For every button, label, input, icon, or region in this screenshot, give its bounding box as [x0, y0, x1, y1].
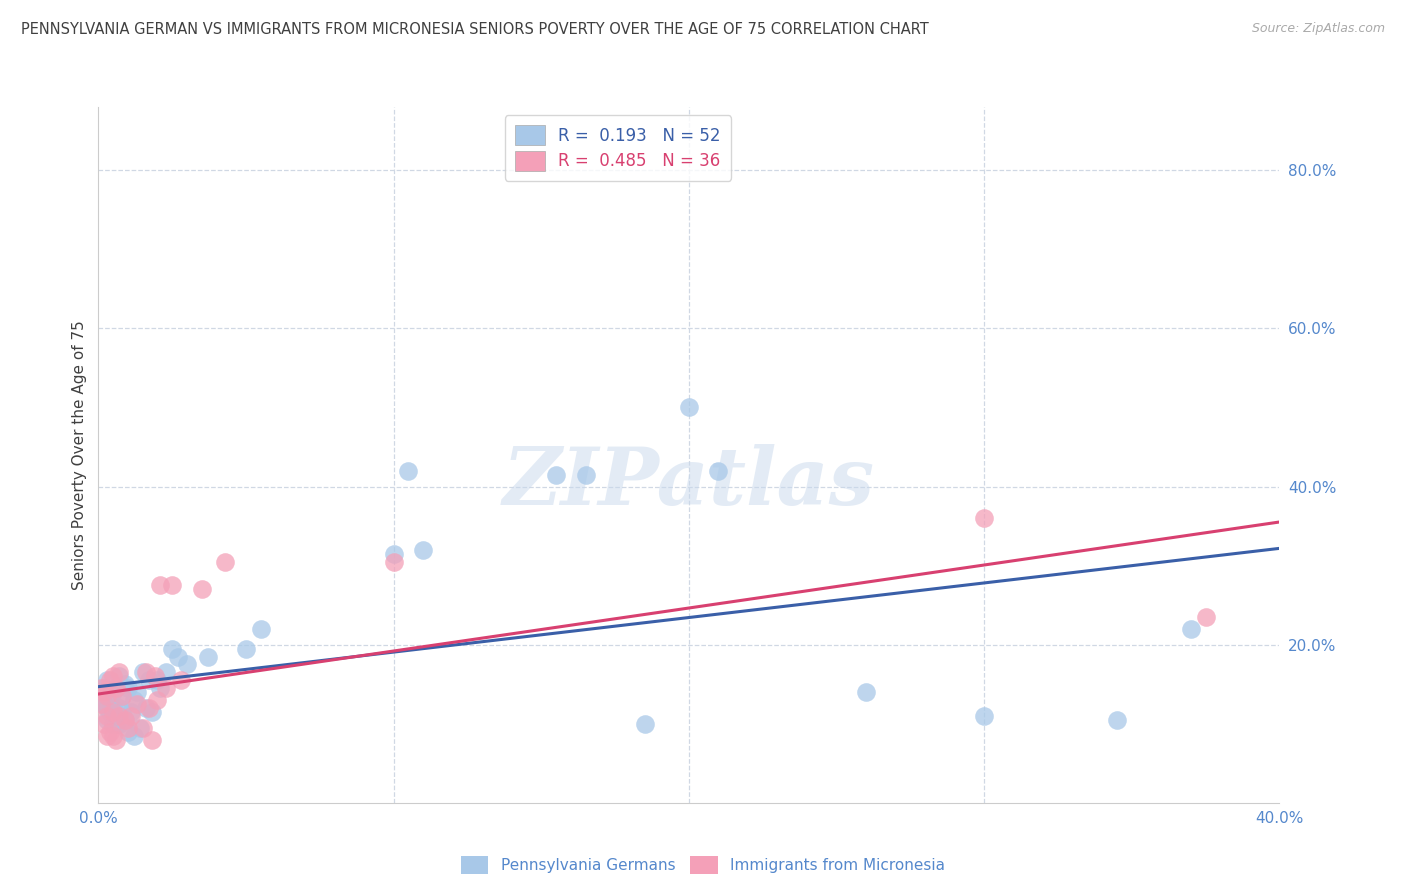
Point: [103, 705, 125, 719]
Point: [108, 665, 131, 680]
Point: [135, 665, 157, 680]
Point: [125, 685, 148, 699]
Point: [117, 721, 139, 735]
Point: [105, 732, 128, 747]
Point: [141, 705, 163, 719]
Point: [250, 622, 273, 636]
Point: [93, 716, 115, 731]
Point: [103, 669, 125, 683]
Point: [235, 641, 257, 656]
Point: [973, 511, 995, 525]
Point: [111, 689, 134, 703]
Point: [162, 578, 183, 592]
Point: [90, 693, 112, 707]
Point: [141, 732, 163, 747]
Point: [103, 701, 125, 715]
Point: [197, 649, 219, 664]
Point: [98, 724, 121, 739]
Point: [96, 708, 118, 723]
Point: [125, 697, 148, 711]
Point: [93, 685, 115, 699]
Point: [155, 665, 177, 680]
Point: [108, 669, 131, 683]
Point: [93, 681, 115, 695]
Y-axis label: Seniors Poverty Over the Age of 75: Seniors Poverty Over the Age of 75: [72, 320, 87, 590]
Point: [114, 713, 136, 727]
Point: [108, 716, 131, 731]
Point: [98, 705, 121, 719]
Text: ZIPatlas: ZIPatlas: [503, 444, 875, 522]
Point: [162, 641, 183, 656]
Point: [170, 673, 193, 688]
Point: [132, 665, 155, 680]
Point: [111, 705, 134, 719]
Point: [1180, 622, 1202, 636]
Point: [1105, 713, 1128, 727]
Text: Source: ZipAtlas.com: Source: ZipAtlas.com: [1251, 22, 1385, 36]
Point: [108, 708, 131, 723]
Point: [678, 401, 700, 415]
Point: [191, 582, 214, 597]
Point: [855, 685, 877, 699]
Point: [138, 701, 160, 715]
Point: [1195, 610, 1218, 624]
Point: [176, 657, 198, 672]
Point: [633, 716, 655, 731]
Point: [396, 464, 419, 478]
Point: [546, 467, 568, 482]
Point: [382, 555, 405, 569]
Point: [98, 693, 121, 707]
Point: [122, 729, 145, 743]
Point: [105, 681, 128, 695]
Text: PENNSYLVANIA GERMAN VS IMMIGRANTS FROM MICRONESIA SENIORS POVERTY OVER THE AGE O: PENNSYLVANIA GERMAN VS IMMIGRANTS FROM M…: [21, 22, 929, 37]
Point: [120, 708, 142, 723]
Point: [214, 555, 236, 569]
Point: [90, 681, 112, 695]
Point: [103, 729, 125, 743]
Point: [135, 701, 157, 715]
Point: [103, 716, 125, 731]
Point: [103, 685, 125, 699]
Point: [108, 701, 131, 715]
Point: [146, 673, 169, 688]
Point: [167, 649, 190, 664]
Point: [973, 708, 995, 723]
Point: [412, 542, 434, 557]
Point: [114, 677, 136, 691]
Point: [149, 681, 172, 695]
Point: [128, 721, 150, 735]
Point: [146, 693, 169, 707]
Point: [111, 689, 134, 703]
Legend: Pennsylvania Germans, Immigrants from Micronesia: Pennsylvania Germans, Immigrants from Mi…: [454, 850, 952, 880]
Point: [114, 713, 136, 727]
Point: [143, 669, 166, 683]
Point: [149, 578, 172, 592]
Point: [105, 681, 128, 695]
Legend: R =  0.193   N = 52, R =  0.485   N = 36: R = 0.193 N = 52, R = 0.485 N = 36: [505, 115, 731, 180]
Point: [96, 729, 118, 743]
Point: [105, 716, 128, 731]
Point: [96, 673, 118, 688]
Point: [117, 724, 139, 739]
Point: [138, 673, 160, 688]
Point: [574, 467, 596, 482]
Point: [96, 689, 118, 703]
Point: [382, 547, 405, 561]
Point: [132, 721, 155, 735]
Point: [96, 701, 118, 715]
Point: [90, 697, 112, 711]
Point: [120, 705, 142, 719]
Point: [707, 464, 730, 478]
Point: [98, 673, 121, 688]
Point: [117, 681, 139, 695]
Point: [122, 693, 145, 707]
Point: [155, 681, 177, 695]
Point: [93, 697, 115, 711]
Point: [96, 713, 118, 727]
